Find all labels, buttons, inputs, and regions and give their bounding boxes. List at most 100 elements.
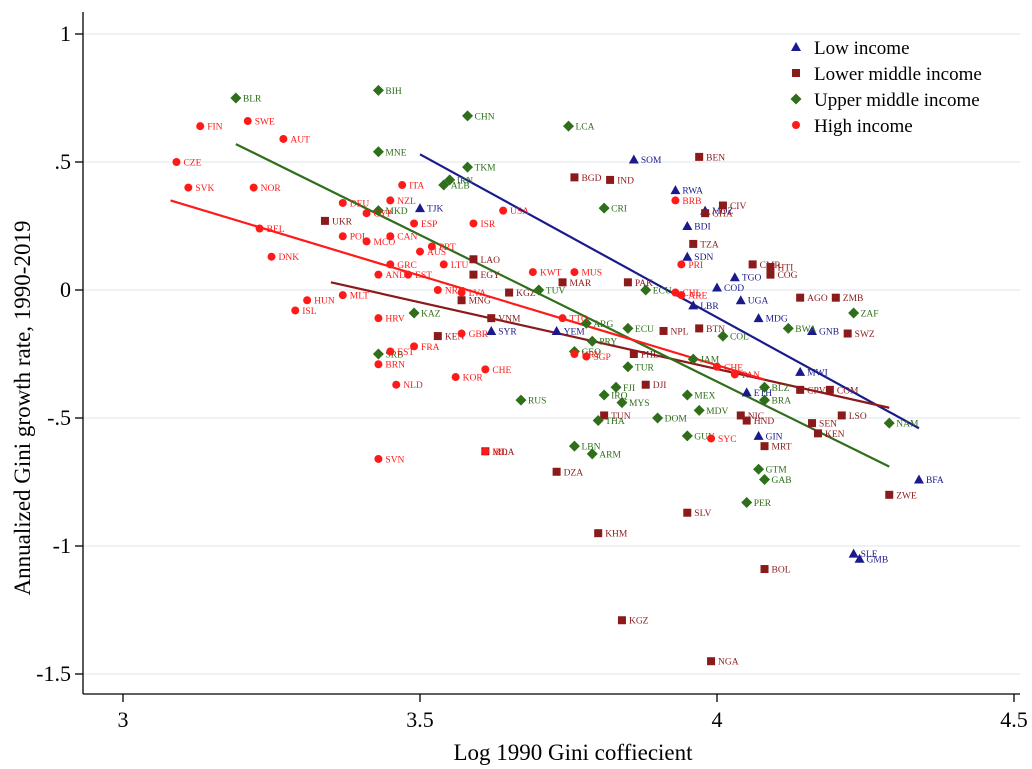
point-label: KGZ	[516, 289, 536, 299]
point-label: GTM	[766, 466, 788, 476]
data-point	[766, 270, 775, 279]
point-label: ECU	[653, 287, 672, 297]
data-point	[570, 173, 579, 182]
point-label: EGY	[480, 271, 500, 281]
point-label: GNB	[819, 327, 839, 337]
point-label: MRT	[772, 443, 792, 453]
data-point	[913, 474, 924, 484]
data-point	[444, 174, 456, 186]
point-label: ECU	[635, 325, 654, 335]
data-point	[580, 317, 592, 329]
data-point	[386, 347, 395, 356]
data-point	[796, 293, 805, 302]
point-label: ARM	[599, 450, 621, 460]
data-point	[515, 394, 527, 406]
data-point	[374, 360, 383, 369]
point-label: IRQ	[611, 391, 628, 401]
data-point	[433, 286, 442, 294]
point-label: BDI	[694, 223, 710, 233]
point-label: FRA	[421, 343, 440, 353]
x-tick-label: 3.5	[406, 707, 434, 732]
data-point	[505, 288, 514, 297]
data-point	[883, 417, 895, 429]
point-label: BTN	[706, 325, 725, 335]
point-label: TGO	[742, 274, 762, 284]
data-point	[469, 270, 478, 279]
point-label: RWA	[682, 187, 703, 197]
point-label: MEX	[694, 391, 715, 401]
point-label: LBR	[700, 302, 719, 312]
point-label: DOM	[665, 415, 688, 425]
y-tick-label: -1.5	[36, 661, 71, 686]
point-label: CHE	[492, 366, 511, 376]
point-label: MKD	[385, 207, 407, 217]
data-point	[533, 284, 545, 296]
data-point	[629, 350, 638, 358]
legend-marker	[790, 93, 802, 105]
point-label: CHN	[475, 112, 495, 122]
point-label: PRI	[688, 261, 703, 271]
point-label: LCA	[576, 123, 595, 133]
data-point	[683, 508, 692, 517]
point-label: AGO	[807, 294, 828, 304]
point-label: GBR	[469, 330, 489, 340]
data-point	[606, 175, 615, 184]
data-point	[735, 295, 746, 305]
legend-entry: High income	[814, 116, 913, 137]
point-label: ARE	[688, 292, 707, 302]
data-point	[707, 657, 716, 666]
point-label: NRU	[445, 287, 465, 297]
data-point	[682, 251, 693, 261]
data-point	[291, 306, 300, 315]
data-point	[462, 161, 474, 173]
data-point	[843, 329, 852, 338]
x-tick-label: 3	[118, 707, 129, 732]
data-point	[499, 206, 508, 215]
y-tick-label: -1	[53, 533, 71, 558]
point-label: KWT	[540, 269, 562, 279]
point-label: FIN	[207, 123, 222, 133]
point-label: COG	[777, 271, 797, 281]
data-point	[243, 117, 252, 126]
data-point	[760, 442, 769, 451]
point-label: CHL	[682, 289, 701, 299]
point-label: MWI	[807, 368, 828, 378]
point-label: MLT	[350, 292, 369, 302]
data-point	[372, 84, 384, 96]
point-label: BEL	[267, 225, 285, 235]
legend: Low income Lower middle income Upper middl…	[790, 38, 982, 137]
point-label: UKR	[332, 217, 353, 227]
data-point	[641, 380, 650, 389]
point-label: NPL	[671, 327, 689, 337]
point-label: MYS	[629, 399, 650, 409]
point-label: LVA	[469, 289, 487, 299]
legend-entry: Lower middle income	[814, 64, 982, 85]
legend-entry: Low income	[814, 38, 910, 59]
data-point	[628, 154, 639, 164]
point-label: POL	[350, 233, 368, 243]
point-label: BIH	[385, 87, 402, 97]
point-label: ISL	[302, 307, 316, 317]
point-label: JAM	[700, 356, 720, 366]
point-label: GEO	[581, 348, 601, 358]
data-point	[616, 397, 628, 409]
point-label: IRN	[457, 176, 474, 186]
data-point	[687, 353, 699, 365]
data-point	[713, 362, 721, 371]
point-label: LTU	[451, 261, 469, 271]
data-point	[825, 385, 834, 394]
data-point	[795, 366, 806, 376]
data-point	[398, 181, 407, 190]
point-label: KOR	[463, 374, 484, 384]
data-point	[267, 252, 276, 261]
data-point	[372, 205, 384, 217]
data-point	[759, 381, 771, 393]
point-label: KAZ	[421, 310, 441, 320]
data-point	[760, 565, 769, 574]
data-point	[741, 496, 753, 508]
data-point	[759, 473, 771, 485]
point-label: AND	[385, 271, 406, 281]
data-point	[372, 348, 384, 360]
data-point	[831, 293, 840, 302]
